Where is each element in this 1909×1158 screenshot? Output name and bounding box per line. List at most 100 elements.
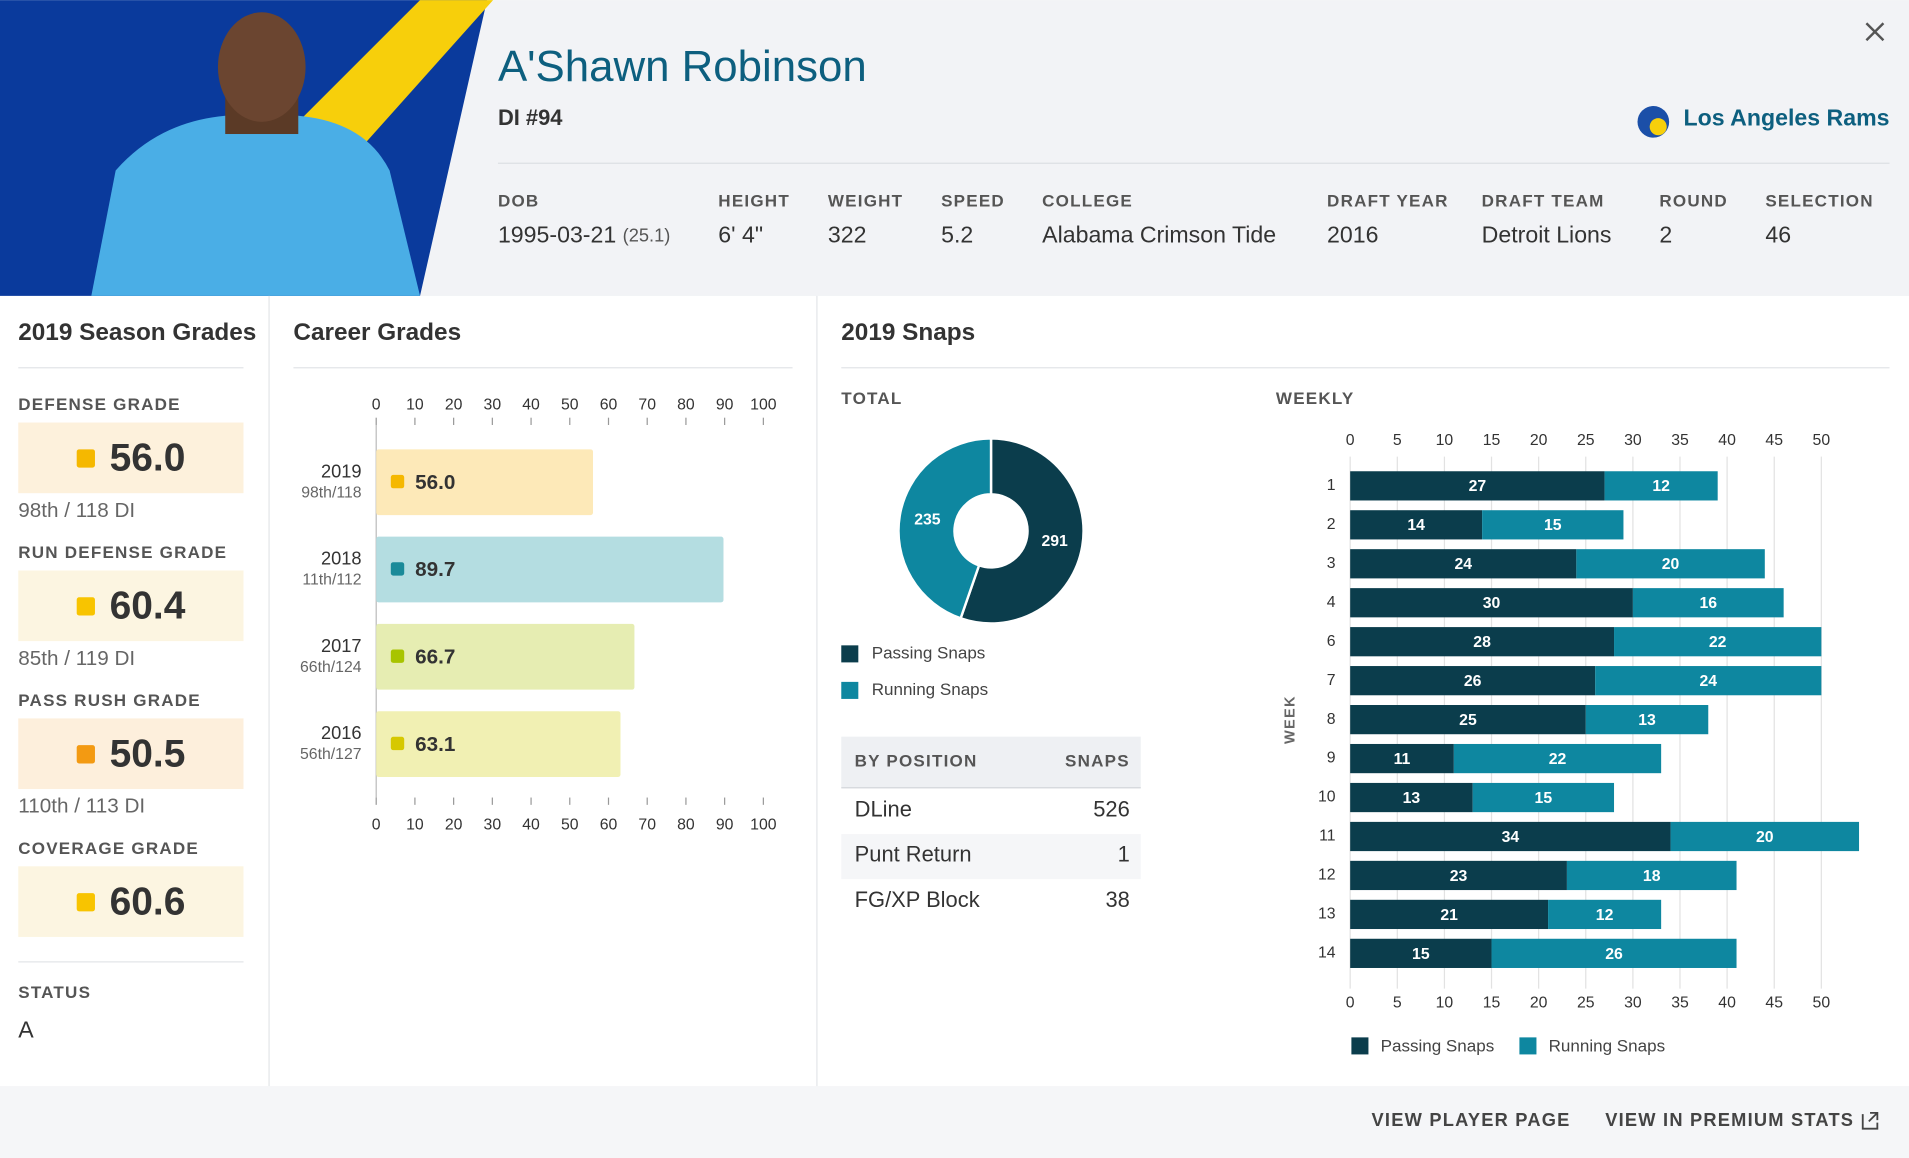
bar-label: 22 (1709, 634, 1727, 651)
table-cell: FG/XP Block (855, 887, 980, 912)
category-label: 2018 (321, 548, 362, 569)
footer-link[interactable]: VIEW PLAYER PAGE (1372, 1109, 1571, 1130)
grade-value: 56.0 (110, 437, 186, 480)
team-name[interactable]: Los Angeles Rams (1683, 105, 1889, 131)
bar-segment (1585, 705, 1709, 735)
x-tick-label: 20 (1530, 432, 1548, 449)
bar-segment (1632, 588, 1784, 618)
x-tick-label: 0 (1346, 432, 1355, 449)
x-tick-label: 90 (716, 397, 734, 414)
field-note: (25.1) (623, 224, 671, 245)
grade-value: 60.6 (110, 880, 186, 923)
table-cell: 526 (1093, 797, 1130, 822)
grade-label: DEFENSE GRADE (18, 395, 181, 414)
grade-dot (76, 449, 95, 468)
bar-segment (1350, 938, 1492, 968)
legend-swatch (1351, 1037, 1369, 1055)
team-logo (1649, 118, 1667, 136)
grade-rank: 98th / 118 DI (18, 499, 135, 522)
bar-label: 26 (1464, 673, 1482, 690)
x-tick-label: 45 (1765, 994, 1783, 1011)
bar-label: 18 (1643, 868, 1661, 885)
category-label: 2 (1327, 516, 1336, 533)
bar-label: 27 (1469, 478, 1487, 495)
x-tick-label: 70 (638, 397, 656, 414)
bar-label: 63.1 (415, 733, 455, 756)
grade-box (18, 422, 244, 494)
field-label: SPEED (941, 192, 1005, 211)
player-head (217, 12, 306, 122)
bar-label: 15 (1412, 946, 1430, 963)
x-tick-label: 25 (1577, 432, 1595, 449)
field-value: 2 (1659, 221, 1672, 247)
x-tick-label: 45 (1765, 432, 1783, 449)
bar-dot (390, 736, 405, 751)
x-tick-label: 20 (445, 817, 463, 834)
bar-label: 66.7 (415, 645, 455, 668)
field-value-text: Alabama Crimson Tide (1042, 221, 1276, 247)
field-value-text: 6' 4" (718, 221, 763, 247)
bar-segment (1350, 860, 1567, 891)
field-label: ROUND (1659, 192, 1728, 211)
x-tick-label: 10 (1436, 432, 1454, 449)
x-tick-label: 90 (716, 817, 734, 834)
x-tick-label: 80 (677, 397, 695, 414)
bar (376, 623, 635, 690)
category-rank: 11th/112 (302, 572, 361, 589)
bar-segment (1604, 471, 1718, 501)
bar (376, 449, 594, 516)
grade-label: RUN DEFENSE GRADE (18, 543, 227, 562)
category-label: 14 (1318, 945, 1336, 962)
bar-label: 20 (1662, 556, 1680, 573)
x-tick-label: 0 (1346, 994, 1355, 1011)
chart-title: WEEKLY (1276, 389, 1355, 408)
close-button[interactable] (1865, 22, 1885, 42)
field-label: WEIGHT (828, 192, 903, 211)
grade-box (18, 866, 244, 937)
section-title: Career Grades (293, 319, 461, 346)
bar (376, 711, 621, 777)
legend-label: Running Snaps (872, 680, 988, 699)
bar-label: 16 (1699, 595, 1717, 612)
field-value-text: 2 (1659, 221, 1672, 247)
bar-segment (1482, 510, 1624, 540)
bar-segment (1350, 471, 1605, 501)
field-value: 2016 (1327, 221, 1378, 247)
x-tick-label: 25 (1577, 994, 1595, 1011)
field-label: COLLEGE (1042, 192, 1133, 211)
legend-swatch (841, 645, 859, 663)
field-value: Detroit Lions (1482, 221, 1612, 247)
bar-dot (390, 649, 405, 663)
category-label: 13 (1318, 906, 1336, 923)
field-value: 46 (1765, 221, 1791, 247)
field-label: HEIGHT (718, 192, 790, 211)
table-header: BY POSITION (855, 752, 978, 771)
bar-segment (1576, 549, 1765, 579)
x-tick-label: 40 (522, 817, 540, 834)
grade-value: 60.4 (110, 585, 186, 628)
status-label: STATUS (18, 983, 91, 1002)
field-value-text: 322 (828, 221, 867, 247)
x-tick-label: 20 (1530, 994, 1548, 1011)
bar-dot (390, 562, 405, 576)
x-tick-label: 20 (445, 397, 463, 414)
bar-segment (1350, 743, 1454, 774)
x-tick-label: 40 (522, 397, 540, 414)
table-cell: Punt Return (855, 842, 972, 867)
bar-label: 15 (1535, 790, 1553, 807)
x-tick-label: 35 (1671, 994, 1689, 1011)
bar-label: 12 (1596, 907, 1614, 924)
field-value: 1995-03-21 (25.1) (498, 221, 670, 247)
grade-label: PASS RUSH GRADE (18, 691, 201, 710)
footer-link[interactable]: VIEW IN PREMIUM STATS (1605, 1109, 1854, 1130)
grade-dot (76, 893, 95, 912)
category-label: 7 (1327, 672, 1336, 689)
x-tick-label: 15 (1483, 994, 1501, 1011)
legend-swatch (1519, 1037, 1537, 1055)
player-position: DI #94 (498, 105, 563, 130)
table-cell: DLine (855, 797, 912, 822)
player-name: A'Shawn Robinson (498, 42, 867, 91)
x-tick-label: 30 (484, 817, 502, 834)
x-tick-label: 50 (1813, 432, 1831, 449)
